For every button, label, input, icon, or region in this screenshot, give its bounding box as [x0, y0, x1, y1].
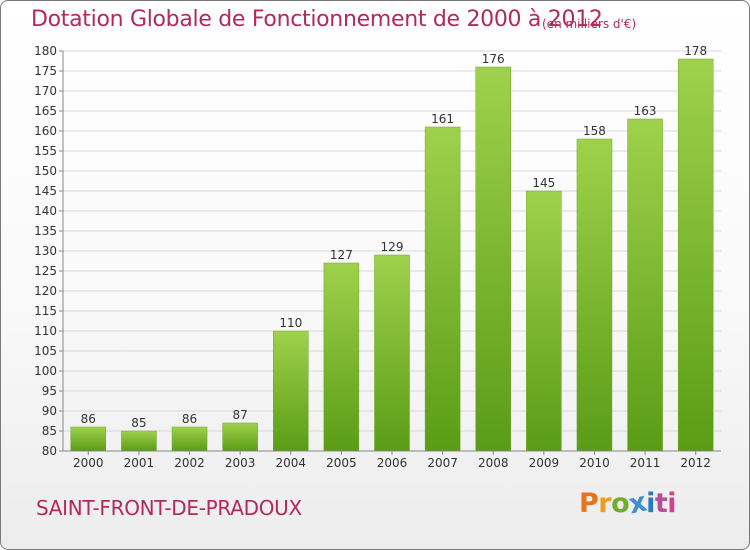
y-tick-label: 105 — [34, 344, 57, 358]
x-tick-label: 2002 — [174, 456, 205, 470]
x-tick-label: 2006 — [377, 456, 408, 470]
bar — [374, 254, 410, 452]
y-tick-label: 135 — [34, 224, 57, 238]
bar — [677, 58, 714, 452]
x-tick-label: 2008 — [478, 456, 509, 470]
bar-value-label: 85 — [131, 416, 146, 430]
bar-value-label: 86 — [81, 412, 96, 426]
y-tick-label: 110 — [34, 324, 57, 338]
bar — [424, 126, 461, 452]
y-tick-label: 170 — [34, 84, 57, 98]
y-tick-label: 125 — [34, 264, 57, 278]
bar — [323, 262, 360, 452]
bar — [627, 118, 663, 452]
bar-value-label: 158 — [583, 124, 606, 138]
logo-letter: P — [579, 488, 599, 519]
y-tick-label: 95 — [42, 384, 57, 398]
bar — [222, 422, 258, 452]
logo-letter: i — [667, 488, 677, 519]
y-tick-label: 140 — [34, 204, 57, 218]
y-tick-label: 175 — [34, 64, 57, 78]
proxiti-logo: Proxiti — [579, 487, 677, 521]
bar-value-label: 87 — [233, 408, 248, 422]
y-tick-label: 145 — [34, 184, 57, 198]
y-tick-label: 180 — [34, 44, 57, 58]
logo-letter: o — [611, 488, 630, 519]
bar-value-label: 163 — [634, 104, 657, 118]
bar-value-label: 145 — [532, 176, 555, 190]
bar-value-label: 161 — [431, 112, 454, 126]
bar — [273, 330, 309, 452]
bar-value-label: 176 — [482, 52, 505, 66]
y-tick-label: 160 — [34, 124, 57, 138]
y-tick-label: 165 — [34, 104, 57, 118]
axes: 80 85 90 95 100 105 110 115 120 125 130 135 140 145 15… — [34, 44, 721, 470]
logo-letter: r — [598, 488, 612, 519]
bar-value-label: 178 — [684, 44, 707, 58]
x-tick-label: 2000 — [73, 456, 104, 470]
y-tick-label: 150 — [34, 164, 57, 178]
bar — [171, 426, 208, 452]
y-tick-label: 90 — [42, 404, 57, 418]
y-tick-label: 130 — [34, 244, 57, 258]
x-tick-label: 2009 — [529, 456, 560, 470]
y-tick-label: 80 — [42, 444, 57, 458]
x-tick-label: 2001 — [124, 456, 155, 470]
y-tick-label: 155 — [34, 144, 57, 158]
x-tick-label: 2007 — [427, 456, 458, 470]
chart-unit: (en milliers d'€) — [542, 17, 637, 31]
logo-letter: i — [646, 488, 655, 519]
x-tick-label: 2004 — [275, 456, 306, 470]
bar-value-label: 127 — [330, 248, 353, 262]
y-tick-label: 85 — [42, 424, 57, 438]
y-tick-label: 100 — [34, 364, 57, 378]
chart-title: Dotation Globale de Fonctionnement de 20… — [31, 7, 603, 32]
bar-value-label: 86 — [182, 412, 197, 426]
bar — [475, 66, 511, 452]
x-tick-label: 2011 — [630, 456, 661, 470]
bar — [121, 430, 157, 452]
bar — [526, 190, 562, 452]
commune-name: SAINT-FRONT-DE-PRADOUX — [36, 496, 302, 520]
bar — [70, 426, 107, 452]
y-tick-label: 115 — [34, 304, 57, 318]
bar-value-label: 129 — [381, 240, 404, 254]
bar — [576, 138, 613, 452]
logo-letter: t — [654, 488, 668, 519]
bars: 86 85 86 87 110 127 129 161 176 145 158 163 178 — [70, 44, 714, 452]
bar-value-label: 110 — [279, 316, 302, 330]
x-tick-label: 2005 — [326, 456, 357, 470]
x-tick-label: 2012 — [680, 456, 711, 470]
x-tick-label: 2010 — [579, 456, 610, 470]
y-tick-label: 120 — [34, 284, 57, 298]
x-tick-label: 2003 — [225, 456, 256, 470]
